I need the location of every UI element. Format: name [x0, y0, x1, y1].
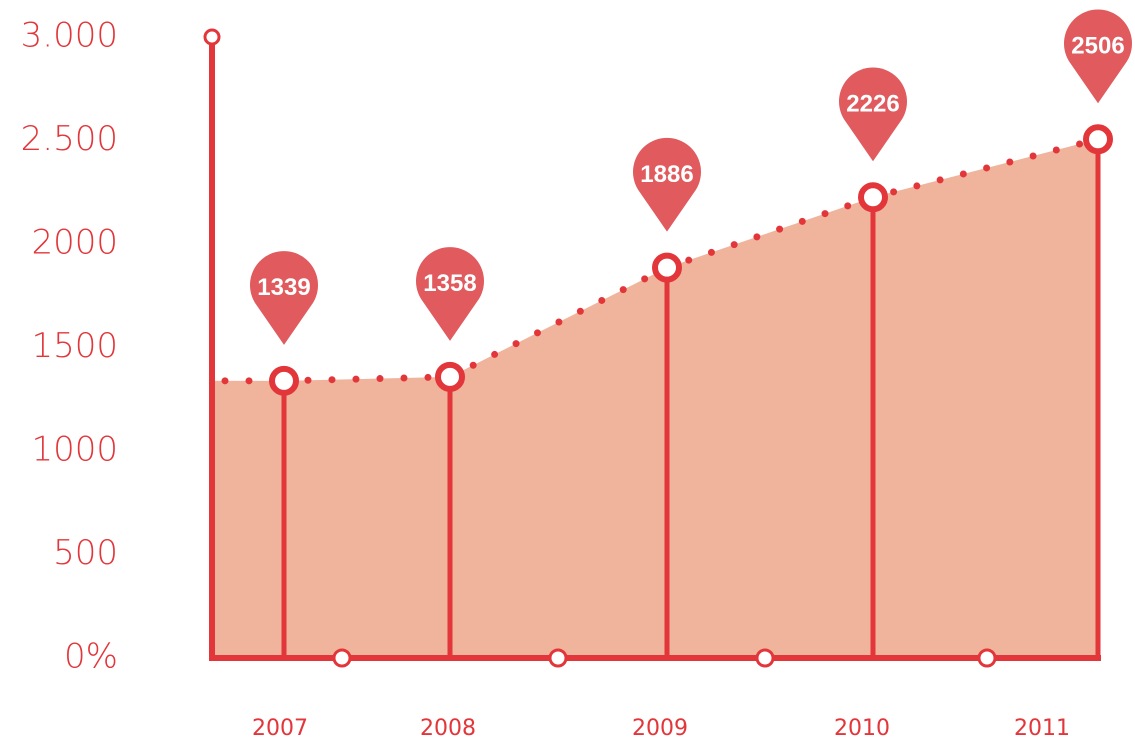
y-tick-label: 1000 [31, 430, 118, 470]
y-tick-label: 500 [53, 533, 118, 573]
point [269, 365, 299, 396]
axis-cap [203, 28, 221, 46]
value-label: 1886 [640, 161, 693, 188]
axis-dot [977, 648, 997, 668]
pin [633, 137, 701, 232]
value-label: 2226 [846, 91, 899, 118]
value-label: 2506 [1071, 33, 1124, 60]
x-tick-label: 2011 [1014, 716, 1070, 741]
marker-layer: 1339 1358 1886 2226 2506 [250, 9, 1133, 396]
area-lead [212, 380, 284, 658]
axis-dot [755, 648, 775, 668]
area [284, 139, 1098, 658]
x-tick-label: 2009 [632, 716, 688, 741]
pin [1064, 9, 1133, 104]
pin [250, 251, 318, 345]
point [435, 361, 465, 392]
point [652, 252, 682, 283]
pin [415, 247, 484, 341]
x-tick-label: 2008 [420, 716, 476, 741]
x-tick-label: 2010 [834, 716, 890, 741]
point [858, 182, 888, 213]
x-tick-label: 2007 [252, 716, 308, 741]
value-label: 1339 [257, 274, 310, 301]
y-tick-label: 3.000 [21, 16, 118, 56]
value-label: 1358 [423, 270, 476, 297]
y-tick-label: 2.500 [21, 119, 118, 159]
axis-dot [332, 648, 352, 668]
pin [839, 67, 908, 162]
area-layer [212, 139, 1098, 658]
y-tick-label: 2000 [31, 223, 118, 263]
point [1083, 124, 1113, 155]
y-tick-label: 1500 [31, 326, 118, 366]
y-tick-label: 0% [64, 637, 118, 677]
axis-dot [548, 648, 568, 668]
